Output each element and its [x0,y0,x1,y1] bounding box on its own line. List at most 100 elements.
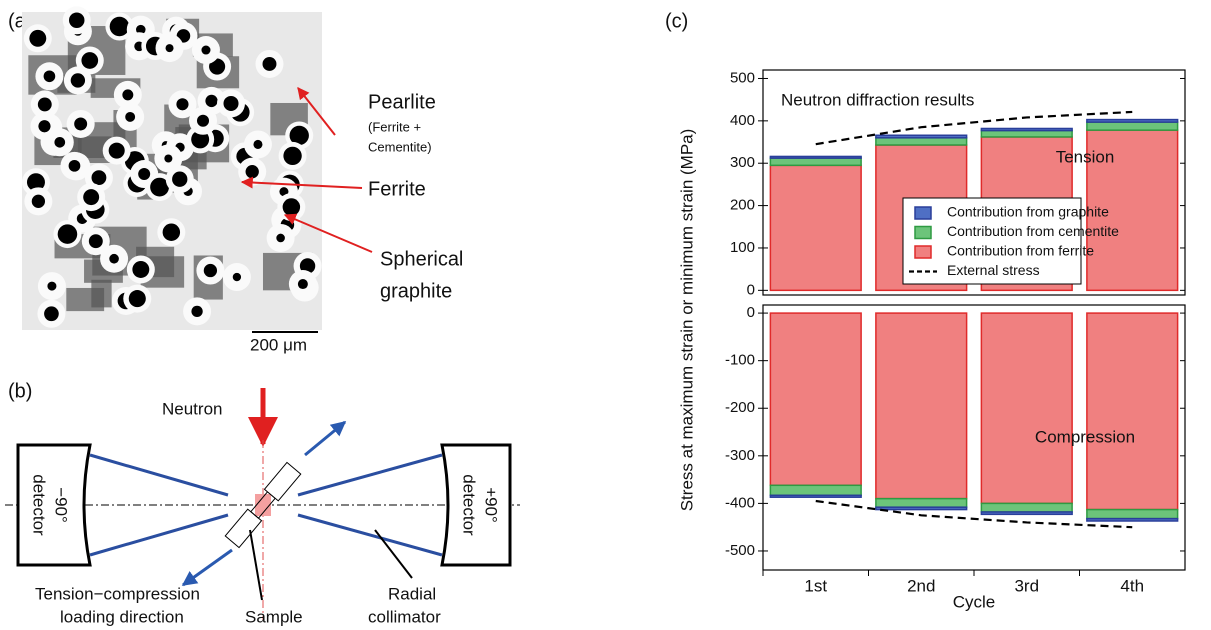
bar-segment [1087,510,1178,519]
legend-label: Contribution from ferrite [947,243,1094,259]
figure: (a) Pearlite (Ferrite + Cementite) Ferri… [0,0,1211,630]
graphite-nodule [138,168,150,180]
graphite-nodule [83,189,99,205]
graphite-nodule [246,165,259,178]
graphite-nodule [176,98,188,110]
bar-segment [876,138,967,145]
legend-swatch [915,227,931,239]
y-tick-label: -400 [725,494,755,511]
graphite-nodule [89,234,103,248]
graphite-nodule [74,117,87,130]
micrograph [22,6,322,330]
y-tick-label: -100 [725,352,755,369]
graphite-nodule [172,172,187,187]
graphite-nodule [164,154,172,162]
label: Radial [388,584,436,603]
label: +90° [482,487,501,523]
y-tick-label: 300 [730,154,755,171]
graphite-nodule [263,57,277,71]
y-tick-label: 0 [747,304,755,321]
graphite-nodule [283,147,301,165]
y-tick-label: 500 [730,69,755,86]
bar-segment [1087,122,1178,130]
graphite-nodule [69,13,84,28]
label: Pearlite [368,91,436,113]
x-tick-label: 4th [1120,576,1144,595]
y-tick-label: 100 [730,239,755,256]
graphite-nodule [44,306,59,321]
pointer [375,530,412,578]
graphite-nodule [109,143,125,159]
graphite-nodule [298,279,308,289]
bar-segment [770,156,861,158]
graphite-nodule [32,195,45,208]
bar-segment [876,499,967,508]
graphite-nodule [253,140,262,149]
external-stress-line [816,112,1133,144]
y-tick-label: 400 [730,112,755,129]
label: Neutron [162,399,222,418]
panel-label: (c) [665,10,688,32]
graphite-nodule [92,170,107,185]
bar-segment [981,128,1072,130]
chart-title: Neutron diffraction results [781,90,974,109]
bar-segment [876,313,967,499]
graphite-nodule [122,89,133,100]
y-tick-label: -200 [725,399,755,416]
graphite-nodule [54,137,65,148]
graphite-nodule [129,290,146,307]
graphite-nodule [204,264,217,277]
bar-segment [770,313,861,485]
graphite-nodule [201,46,210,55]
load-arrow [305,422,345,455]
label: graphite [380,280,452,302]
bar-segment [981,131,1072,137]
graphite-nodule [205,95,217,107]
label: detector [460,474,479,536]
graphite-nodule [71,73,85,87]
graphite-nodule [58,224,78,244]
graphite-nodule [47,282,56,291]
label: Tension−compression [35,584,200,603]
x-tick-label: 1st [804,576,827,595]
graphite-nodule [69,160,81,172]
graphite-nodule [276,234,285,243]
y-tick-label: -500 [725,542,755,559]
bar-segment [1087,519,1178,521]
bar-segment [770,495,861,497]
bar-segment [770,165,861,290]
graphite-nodule [29,30,46,47]
graphite-nodule [223,96,238,111]
graphite-nodule [191,306,202,317]
graphite-nodule [109,254,119,264]
label: Spherical [380,248,463,270]
matrix-patch [91,280,111,308]
bar-segment [876,135,967,138]
legend-swatch [915,246,931,258]
annotation: Compression [1035,427,1135,446]
external-stress-line [816,501,1133,527]
bar-segment [770,485,861,495]
bar-segment [981,512,1072,514]
graphite-nodule [110,17,130,37]
graphite-nodule [132,261,149,278]
bar-segment [1087,120,1178,123]
y-axis-label: Stress at maximum strain or minimum stra… [677,129,696,512]
bar-segment [770,158,861,165]
graphite-nodule [166,44,174,52]
y-tick-label: 200 [730,197,755,214]
bar-segment [981,313,1072,503]
legend-swatch [915,207,931,219]
legend-label: Contribution from graphite [947,204,1109,220]
graphite-nodule [197,115,209,127]
label: (Ferrite + [368,119,421,134]
pointer [250,530,262,600]
load-arrow [183,550,232,585]
label: collimator [368,607,441,626]
label: Cementite) [368,139,432,154]
bar-segment [1087,313,1178,509]
graphite-nodule [81,52,98,69]
x-tick-label: 3rd [1014,576,1039,595]
bar-segment [981,503,1072,512]
graphite-nodule [38,98,52,112]
